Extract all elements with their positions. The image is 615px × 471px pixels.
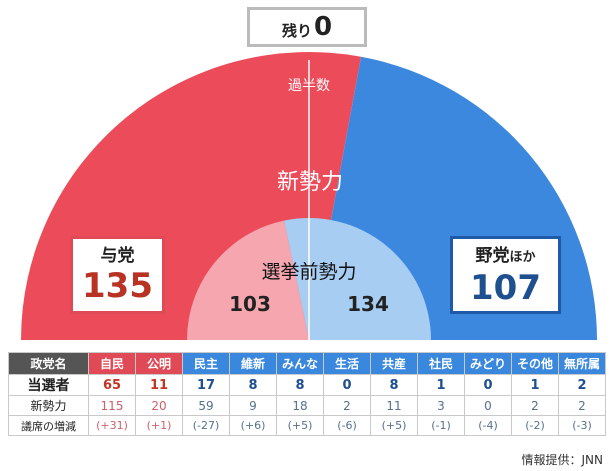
cell-elected-9: 0 — [464, 374, 512, 396]
remaining-seats-box: 残り 0 — [247, 7, 367, 47]
remaining-label: 残り — [281, 21, 312, 40]
cell-diff-2: (+1) — [135, 415, 183, 436]
header-party-1: 自民 — [88, 352, 136, 375]
remaining-value: 0 — [313, 12, 333, 42]
cell-new-3: 59 — [182, 395, 230, 416]
outer-ring-label: 新勢力 — [277, 170, 343, 195]
cell-diff-4: (+6) — [229, 415, 277, 436]
cell-new-11: 2 — [558, 395, 606, 416]
row-label-new: 新勢力 — [8, 395, 89, 416]
party-results-table: 政党名 自民 公明 民主 維新 みんな 生活 共産 社民 みどり その他 無所属 当選者 65 11 1… — [8, 352, 606, 436]
source-credit: 情報提供：JNN — [521, 453, 604, 467]
cell-diff-9: (-4) — [464, 415, 512, 436]
cell-new-8: 3 — [417, 395, 465, 416]
cell-elected-8: 1 — [417, 374, 465, 396]
header-party-6: 生活 — [323, 352, 371, 375]
header-party-name: 政党名 — [8, 352, 89, 375]
inner-slice-opposition — [284, 218, 431, 340]
elected-row: 当選者 65 11 17 8 8 0 8 1 0 1 2 — [8, 374, 606, 396]
cell-new-6: 2 — [323, 395, 371, 416]
cell-new-7: 11 — [370, 395, 418, 416]
cell-diff-6: (-6) — [323, 415, 371, 436]
cell-diff-11: (-3) — [558, 415, 606, 436]
inner-slice-ruling — [187, 220, 309, 340]
cell-elected-7: 8 — [370, 374, 418, 396]
cell-new-10: 2 — [511, 395, 559, 416]
cell-new-5: 18 — [276, 395, 324, 416]
cell-elected-5: 8 — [276, 374, 324, 396]
cell-new-2: 20 — [135, 395, 183, 416]
cell-new-1: 115 — [88, 395, 136, 416]
cell-elected-11: 2 — [558, 374, 606, 396]
row-label-diff: 議席の増減 — [8, 415, 89, 436]
inner-ruling-value: 103 — [229, 292, 271, 316]
cell-elected-2: 11 — [135, 374, 183, 396]
header-party-2: 公明 — [135, 352, 183, 375]
opposition-bloc-box: 野党ほか 107 — [450, 236, 561, 314]
cell-elected-6: 0 — [323, 374, 371, 396]
header-party-3: 民主 — [182, 352, 230, 375]
inner-opposition-value: 134 — [347, 292, 389, 316]
header-party-8: 社民 — [417, 352, 465, 375]
ruling-bloc-name: 与党 — [100, 246, 135, 266]
cell-diff-7: (+5) — [370, 415, 418, 436]
header-party-4: 維新 — [229, 352, 277, 375]
cell-elected-1: 65 — [88, 374, 136, 396]
new-strength-row: 新勢力 115 20 59 9 18 2 11 3 0 2 2 — [8, 395, 606, 416]
cell-diff-3: (-27) — [182, 415, 230, 436]
row-label-elected: 当選者 — [8, 374, 89, 396]
header-party-11: 無所属 — [558, 352, 606, 375]
cell-new-4: 9 — [229, 395, 277, 416]
header-party-10: その他 — [511, 352, 559, 375]
ruling-bloc-seats: 135 — [82, 266, 153, 306]
ruling-bloc-box: 与党 135 — [70, 236, 165, 314]
cell-diff-5: (+5) — [276, 415, 324, 436]
opposition-bloc-name: 野党ほか — [475, 246, 536, 266]
inner-ring-label: 選挙前勢力 — [261, 261, 356, 283]
cell-new-9: 0 — [464, 395, 512, 416]
cell-elected-4: 8 — [229, 374, 277, 396]
cell-diff-10: (-2) — [511, 415, 559, 436]
header-party-9: みどり — [464, 352, 512, 375]
header-party-7: 共産 — [370, 352, 418, 375]
table-header-row: 政党名 自民 公明 民主 維新 みんな 生活 共産 社民 みどり その他 無所属 — [8, 352, 606, 375]
cell-diff-1: (+31) — [88, 415, 136, 436]
header-party-5: みんな — [276, 352, 324, 375]
cell-elected-3: 17 — [182, 374, 230, 396]
seat-change-row: 議席の増減 (+31) (+1) (-27) (+6) (+5) (-6) (+5) (-1)… — [8, 415, 606, 436]
opposition-bloc-seats: 107 — [470, 268, 541, 308]
cell-diff-8: (-1) — [417, 415, 465, 436]
majority-label: 過半数 — [288, 78, 330, 94]
cell-elected-10: 1 — [511, 374, 559, 396]
